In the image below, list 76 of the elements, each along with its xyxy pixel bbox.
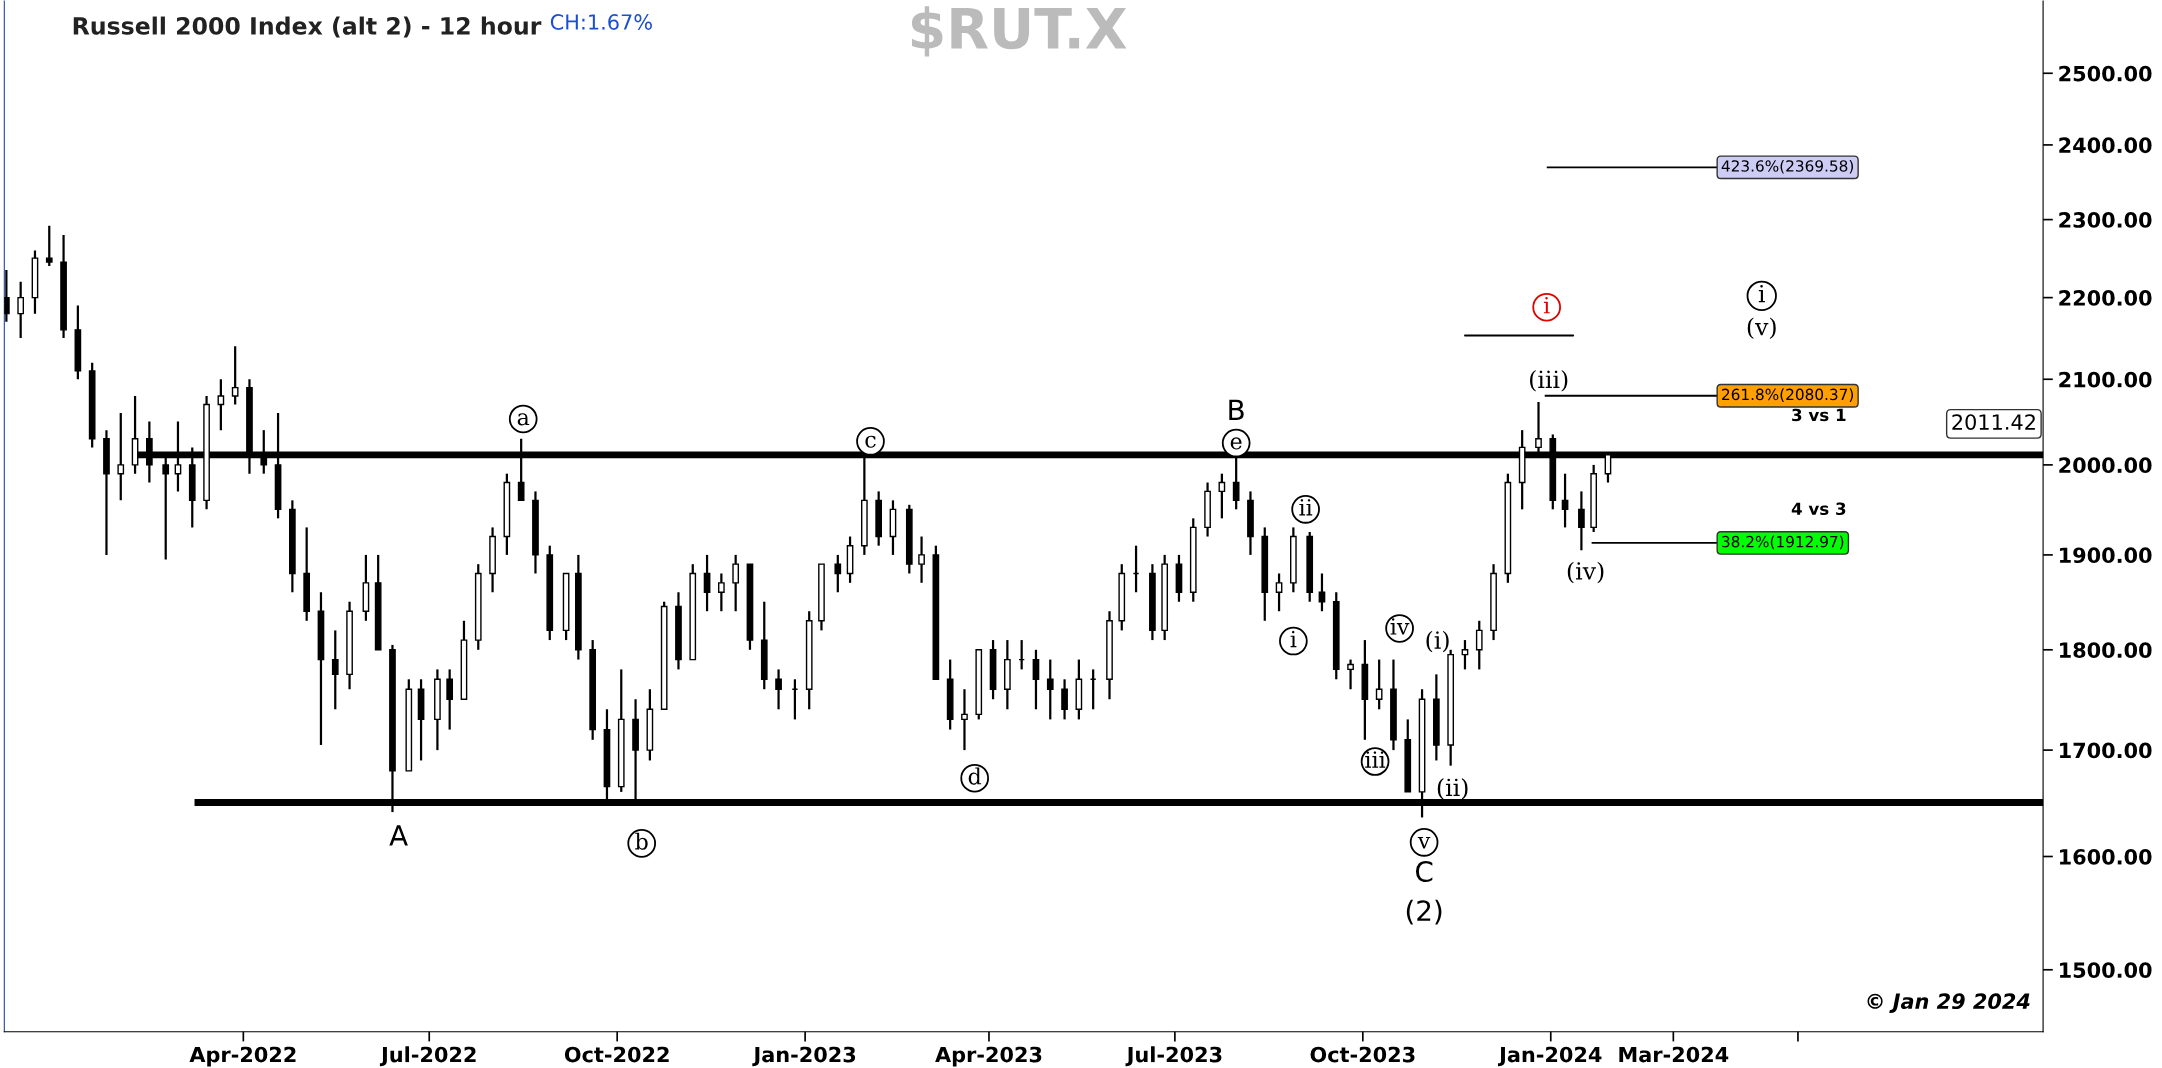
y-tick-label: 1900.00 (2060, 547, 2152, 564)
y-tick-label: 2500.00 (2059, 65, 2152, 82)
annotation: i (1290, 630, 1297, 648)
candlestick (961, 688, 968, 752)
y-tick-label: 2200.00 (2059, 290, 2152, 306)
annotation: iii (1365, 751, 1386, 768)
annotation: (v) (1747, 317, 1776, 339)
text: Russell 2000 Index (alt 2) - 12 hour (73, 16, 542, 38)
y-tick-label: 2000.00 (2059, 457, 2152, 474)
annotation: (2) (1406, 899, 1442, 925)
candlestick (834, 553, 842, 594)
annotation: 4 vs 3 (1791, 502, 1846, 516)
x-tick-label: Jan-2023 (752, 1046, 856, 1067)
candlestick (1046, 658, 1054, 721)
annotation: a (517, 413, 530, 426)
candlestick (918, 535, 925, 584)
ref-line-label: 38.2%(1912.97) (1722, 535, 1844, 550)
candlestick (775, 668, 782, 711)
ref-line-label: 261.8%(2080.37) (1722, 388, 1853, 402)
y-tick-label: 2100.00 (2059, 371, 2152, 388)
candlestick (718, 572, 725, 613)
candlestick (231, 345, 239, 406)
x-tick-label: Apr-2022 (189, 1046, 296, 1067)
ref-line-label: 2011.42 (1952, 414, 2035, 430)
annotation: (ii) (1437, 778, 1468, 800)
x-tick-label: Jul-2022 (379, 1046, 476, 1067)
annotation: C (1415, 861, 1433, 883)
annotation: c (865, 435, 876, 448)
x-tick-label: Mar-2024 (1619, 1046, 1729, 1063)
candlestick (117, 411, 125, 502)
annotation: CH:1.67% (550, 14, 652, 30)
annotation: (i) (1426, 630, 1449, 653)
x-tick-label: Apr-2023 (935, 1046, 1042, 1067)
candlestick (1061, 678, 1068, 721)
annotation: ii (1299, 499, 1313, 516)
candlestick (1218, 472, 1226, 520)
ref-line-label: 423.6%(2369.58) (1721, 159, 1853, 174)
candlestick (1375, 658, 1383, 711)
chart-subtitle: $RUT.X (911, 6, 1127, 57)
candlestick (17, 280, 25, 340)
candlestick (446, 668, 454, 731)
y-tick-label: 2300.00 (2059, 212, 2152, 228)
x-tick-label: Oct-2023 (1310, 1046, 1415, 1063)
x-tick-label: Oct-2022 (564, 1046, 669, 1063)
candlestick (1032, 648, 1040, 711)
candlestick (732, 553, 740, 613)
annotation: i (1758, 284, 1765, 303)
candlestick (1275, 572, 1283, 613)
candlestick (1578, 490, 1585, 552)
candlestick (703, 553, 711, 613)
annotation: © Jan 29 2024 (1867, 993, 2030, 1013)
annotation: (iii) (1530, 369, 1568, 392)
y-tick-label: 1800.00 (2060, 642, 2152, 659)
annotation: (iv) (1567, 561, 1604, 584)
annotation: v (1417, 836, 1431, 849)
annotation: b (635, 832, 648, 850)
y-tick-label: 1600.00 (2060, 848, 2152, 865)
x-tick-label: Jan-2024 (1497, 1046, 1602, 1067)
annotation: e (1230, 437, 1242, 450)
candlestick (1461, 638, 1469, 671)
candlestick (331, 629, 339, 711)
annotation: A (389, 825, 408, 846)
y-tick-label: 1700.00 (2060, 742, 2152, 759)
candlestick (45, 224, 53, 268)
annotation: iv (1390, 618, 1410, 635)
annotation: B (1229, 399, 1244, 420)
annotation: i (1543, 297, 1550, 314)
x-tick-label: Jul-2023 (1125, 1046, 1222, 1067)
candlestick (4, 268, 10, 323)
annotation: d (968, 767, 982, 785)
candlestick (1475, 619, 1483, 671)
candlestick (217, 378, 225, 432)
annotation: 3 vs 1 (1792, 408, 1846, 422)
y-tick-label: 2400.00 (2059, 137, 2152, 154)
candlestick (1347, 658, 1354, 691)
y-tick-label: 1500.00 (2060, 962, 2152, 978)
